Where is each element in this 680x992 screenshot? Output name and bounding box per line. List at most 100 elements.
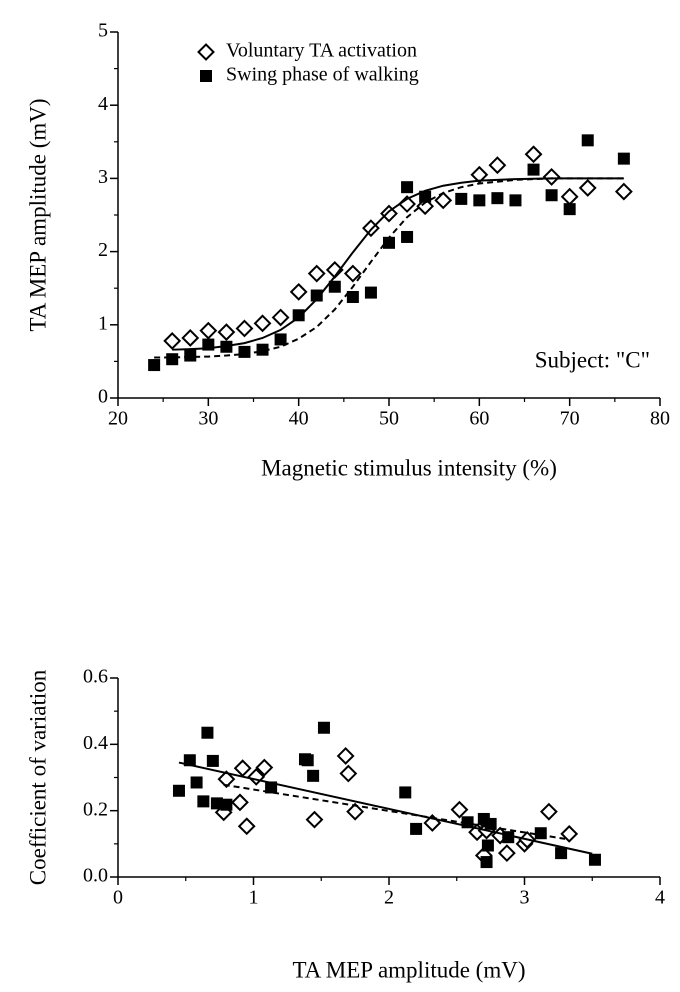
y-tick-label: 0.0 bbox=[83, 865, 108, 887]
square-point bbox=[480, 856, 493, 869]
square-point bbox=[401, 230, 414, 243]
square-point bbox=[455, 192, 468, 205]
square-point bbox=[148, 359, 161, 372]
diamond-point bbox=[197, 43, 215, 61]
diamond-point bbox=[488, 156, 507, 175]
legend-label: Swing phase of walking bbox=[226, 64, 419, 86]
x-tick-label: 0 bbox=[113, 887, 123, 909]
square-point bbox=[581, 134, 594, 147]
y-tick-label: 0.4 bbox=[83, 732, 108, 754]
square-point bbox=[238, 345, 251, 358]
diamond-point bbox=[199, 321, 218, 340]
y-tick-label: 5 bbox=[98, 20, 108, 42]
square-point bbox=[183, 754, 196, 767]
x-tick-label: 50 bbox=[379, 408, 399, 430]
square-point bbox=[310, 289, 323, 302]
square-point bbox=[210, 797, 223, 810]
square-point bbox=[502, 831, 515, 844]
y-axis-label: Coefficient of variation bbox=[25, 669, 50, 885]
chart: 0 1 2 3 4 5 20 30 40 50 60 70 80 Magnetic stimulus in… bbox=[25, 20, 670, 481]
x-tick-label: 4 bbox=[655, 887, 665, 909]
square-point bbox=[473, 194, 486, 207]
square-point bbox=[166, 353, 179, 366]
diamond-point bbox=[560, 187, 579, 206]
x-tick-label: 40 bbox=[289, 408, 309, 430]
square-point bbox=[184, 349, 197, 362]
y-tick-label: 0.6 bbox=[83, 666, 108, 688]
y-tick-label: 4 bbox=[98, 93, 108, 115]
square-point bbox=[317, 721, 330, 734]
x-tick-label: 2 bbox=[384, 887, 394, 909]
square-point bbox=[292, 309, 305, 322]
diamond-point bbox=[271, 308, 290, 327]
x-axis-label: TA MEP amplitude (mV) bbox=[292, 957, 525, 982]
diamond-point bbox=[524, 145, 543, 164]
fit-line bbox=[178, 761, 593, 855]
square-point bbox=[491, 192, 504, 205]
chart: 0.0 0.2 0.4 0.6 0 1 2 3 4 TA MEP amplitude (mV) Co… bbox=[25, 666, 665, 983]
diamond-point bbox=[217, 323, 236, 342]
fit-line bbox=[223, 783, 566, 840]
square-point bbox=[256, 343, 269, 356]
diamond-point bbox=[307, 264, 326, 283]
square-point bbox=[419, 190, 432, 203]
square-point bbox=[534, 827, 547, 840]
diamond-point bbox=[539, 802, 558, 821]
square-point bbox=[328, 280, 341, 293]
x-axis-label: Magnetic stimulus intensity (%) bbox=[261, 455, 557, 480]
y-tick-label: 0 bbox=[98, 386, 108, 408]
diamond-point bbox=[336, 747, 355, 765]
square-point bbox=[206, 754, 219, 767]
diamond-point bbox=[470, 165, 489, 184]
x-tick-label: 3 bbox=[520, 887, 530, 909]
square-point bbox=[588, 853, 601, 866]
fit-line bbox=[172, 177, 624, 351]
x-tick-label: 1 bbox=[249, 887, 259, 909]
annotation: Subject: "C" bbox=[535, 347, 650, 372]
square-point bbox=[200, 70, 212, 82]
diamond-point bbox=[253, 314, 272, 333]
diamond-point bbox=[614, 182, 633, 201]
square-point bbox=[172, 784, 185, 797]
square-point bbox=[527, 163, 540, 176]
x-tick-label: 60 bbox=[469, 408, 489, 430]
diamond-point bbox=[289, 282, 308, 301]
square-point bbox=[383, 236, 395, 249]
square-point bbox=[346, 290, 359, 303]
diamond-point bbox=[255, 758, 274, 777]
x-tick-label: 70 bbox=[560, 408, 580, 430]
diamond-point bbox=[339, 764, 358, 783]
square-point bbox=[399, 786, 412, 799]
x-tick-label: 30 bbox=[198, 408, 218, 430]
square-point bbox=[481, 839, 494, 852]
diamond-point bbox=[217, 770, 236, 789]
square-point bbox=[190, 776, 203, 789]
square-point bbox=[364, 286, 377, 299]
square-point bbox=[197, 795, 210, 808]
square-point bbox=[563, 203, 576, 216]
diamond-point bbox=[305, 810, 324, 829]
square-point bbox=[274, 333, 287, 346]
y-tick-label: 3 bbox=[98, 166, 108, 188]
diamond-point bbox=[450, 800, 469, 819]
diamond-point bbox=[343, 264, 362, 283]
diamond-point bbox=[560, 824, 579, 843]
fit-line bbox=[154, 177, 624, 359]
diamond-point bbox=[235, 319, 254, 338]
x-tick-label: 80 bbox=[650, 408, 670, 430]
square-point bbox=[307, 769, 320, 782]
square-point bbox=[220, 798, 233, 811]
square-point bbox=[509, 194, 522, 207]
diamond-point bbox=[163, 331, 182, 350]
square-point bbox=[555, 847, 568, 860]
diamond-point bbox=[231, 793, 249, 812]
square-point bbox=[545, 189, 558, 202]
diamond-point bbox=[434, 191, 453, 210]
diamond-point bbox=[497, 844, 516, 863]
square-point bbox=[617, 152, 630, 165]
y-tick-label: 2 bbox=[98, 239, 108, 261]
legend-label: Voluntary TA activation bbox=[226, 40, 417, 62]
square-point bbox=[201, 726, 214, 739]
diamond-point bbox=[181, 329, 200, 347]
